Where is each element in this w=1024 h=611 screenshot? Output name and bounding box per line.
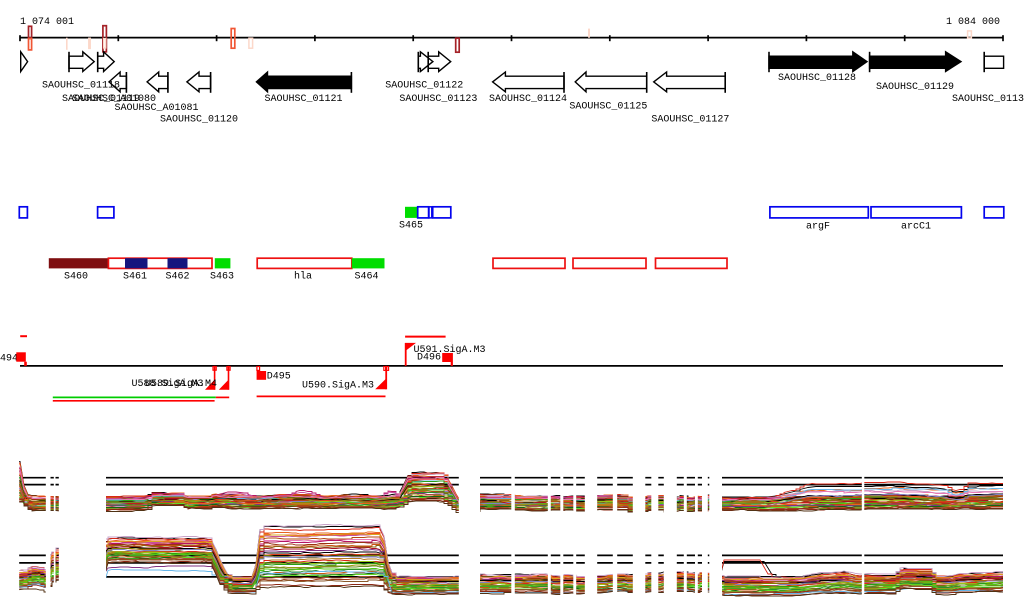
svg-text:SAOUHSC_01122: SAOUHSC_01122 [385,80,463,91]
svg-text:hla: hla [294,270,312,282]
svg-text:arcC1: arcC1 [901,222,931,233]
svg-text:U590.SigA.M3: U590.SigA.M3 [302,379,374,391]
svg-text:SAOUHSC_01131: SAOUHSC_01131 [952,94,1024,105]
svg-text:SAOUHSC_01123: SAOUHSC_01123 [399,94,477,105]
svg-text:SAOUHSC_01118: SAOUHSC_01118 [42,80,120,91]
svg-text:D494: D494 [0,353,18,364]
svg-text:SAOUHSC_01127: SAOUHSC_01127 [651,115,729,126]
svg-text:1 084 000: 1 084 000 [946,17,1000,28]
svg-text:SAOUHSC_01129: SAOUHSC_01129 [876,82,954,93]
svg-text:argF: argF [806,222,830,233]
svg-text:U588.SigA.M3: U588.SigA.M3 [132,378,204,390]
svg-text:D496: D496 [417,353,441,364]
svg-text:D495: D495 [267,372,291,383]
svg-text:SAOUHSC_01119: SAOUHSC_01119 [62,94,140,105]
svg-text:S463: S463 [210,271,234,282]
svg-text:U589.SigA.M4: U589.SigA.M4 [145,378,217,390]
svg-text:S464: S464 [355,271,379,282]
svg-text:SAOUHSC_01124: SAOUHSC_01124 [489,94,567,105]
svg-text:SAOUHSC_A01080: SAOUHSC_A01080 [72,94,156,105]
svg-text:SAOUHSC_01125: SAOUHSC_01125 [569,102,647,113]
svg-text:SAOUHSC_01121: SAOUHSC_01121 [265,94,343,105]
svg-text:S462: S462 [166,271,190,282]
svg-text:S460: S460 [64,271,88,282]
svg-text:SAOUHSC_A01081: SAOUHSC_A01081 [115,103,199,114]
svg-text:S465: S465 [399,220,423,231]
svg-text:1 074 001: 1 074 001 [20,17,74,28]
svg-text:SAOUHSC_01120: SAOUHSC_01120 [160,115,238,126]
svg-text:U591.SigA.M3: U591.SigA.M3 [414,344,486,356]
svg-text:S461: S461 [123,271,147,282]
svg-text:SAOUHSC_01128: SAOUHSC_01128 [778,73,856,84]
